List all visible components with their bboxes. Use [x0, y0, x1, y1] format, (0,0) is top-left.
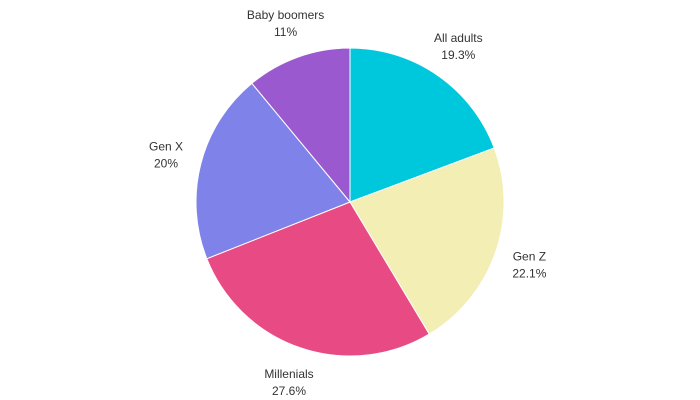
slice-label-millenials: Millenials — [264, 367, 313, 381]
pie-slice-all-adults — [349, 47, 495, 203]
slice-label-all-adults: All adults — [434, 31, 483, 45]
slice-label-gen-z: Gen Z — [513, 250, 546, 264]
pie-slices — [195, 47, 505, 357]
pie-labels: All adults 19.3% Gen Z 22.1% Millenials 27.6%… — [149, 8, 547, 398]
slice-label-baby-boomers: Baby boomers — [247, 8, 324, 22]
slice-label-gen-x: Gen X — [149, 140, 183, 154]
pie-slice-baby-boomers — [251, 47, 351, 204]
slice-value-millenials: 27.6% — [272, 384, 306, 398]
pie-slice-gen-x — [195, 82, 351, 260]
pie-slice-gen-z — [349, 147, 505, 335]
slice-value-gen-z: 22.1% — [512, 267, 546, 281]
slice-value-gen-x: 20% — [154, 157, 178, 171]
pie-slice-millenials — [206, 201, 430, 357]
slice-value-all-adults: 19.3% — [441, 48, 475, 62]
slice-value-baby-boomers: 11% — [274, 25, 297, 39]
